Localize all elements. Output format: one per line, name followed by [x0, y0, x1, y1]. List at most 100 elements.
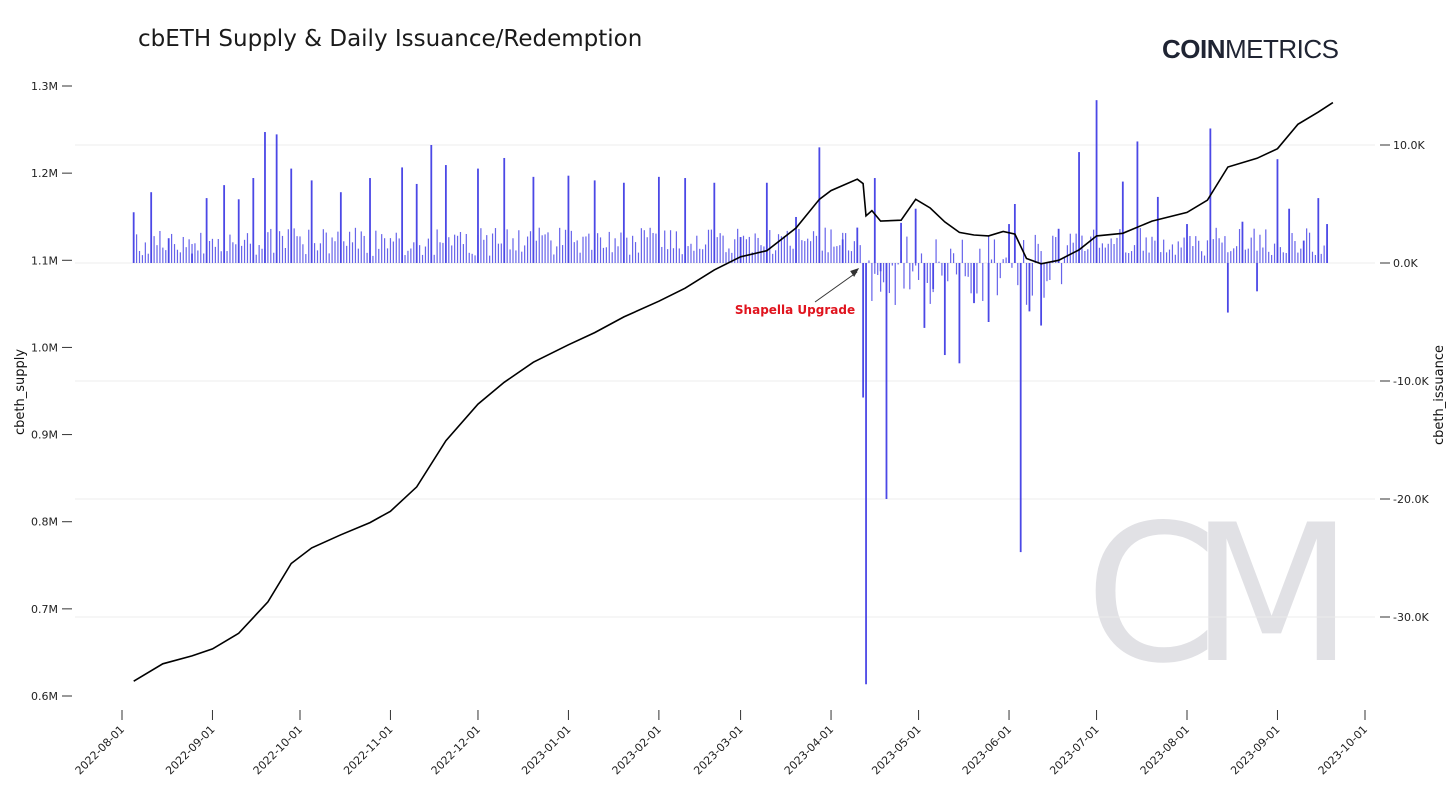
issuance-bar-daily [1218, 238, 1220, 263]
issuance-bar-daily [713, 229, 715, 263]
brand-logo: COINMETRICS [1162, 34, 1339, 65]
issuance-bar-daily [672, 248, 675, 263]
issuance-bar-daily [880, 263, 882, 292]
issuance-bar-daily [296, 236, 298, 263]
issuance-bar-daily [238, 239, 240, 263]
issuance-bar-daily [847, 250, 850, 263]
issuance-bar-daily [1291, 233, 1293, 263]
issuance-bar [275, 134, 278, 263]
issuance-bar-daily [194, 243, 196, 263]
issuance-bar [593, 180, 596, 263]
issuance-bar-daily [704, 244, 707, 263]
issuance-bar-daily [1049, 263, 1051, 280]
issuance-bar-daily [833, 246, 835, 263]
issuance-bar-daily [667, 249, 669, 263]
issuance-bar-daily [836, 246, 838, 263]
issuance-bar-daily [982, 263, 984, 301]
issuance-bar-daily [214, 246, 216, 263]
issuance-bar [1095, 100, 1098, 263]
issuance-bar-daily [1311, 251, 1314, 263]
issuance-bar [310, 180, 313, 263]
issuance-bar-daily [915, 263, 917, 266]
issuance-bar-daily [369, 238, 371, 263]
issuance-bar-daily [1247, 248, 1249, 263]
issuance-bar [765, 182, 768, 263]
issuance-bar-daily [241, 245, 243, 263]
issuance-bar-daily [903, 263, 905, 289]
issuance-bar-daily [252, 233, 254, 263]
issuance-bar-daily [620, 232, 622, 263]
issuance-bar-daily [643, 230, 645, 263]
annotation-arrow-line [814, 271, 858, 303]
issuance-bar-daily [200, 232, 202, 263]
issuance-bar [1317, 198, 1320, 263]
issuance-bar-daily [395, 232, 397, 263]
issuance-bar-daily [524, 245, 526, 263]
issuance-bar-daily [856, 244, 858, 263]
y-left-tick-label: 0.6M [31, 690, 58, 703]
issuance-bar [622, 182, 625, 263]
issuance-bar-daily [147, 253, 149, 263]
issuance-bar-daily [483, 239, 485, 263]
x-tick-label: 2022-12-01 [429, 723, 483, 777]
issuance-bar-daily [839, 245, 841, 263]
issuance-bar-daily [579, 252, 581, 263]
issuance-bar-daily [591, 249, 593, 263]
issuance-bar-daily [1300, 248, 1302, 263]
issuance-bar-daily [302, 244, 304, 263]
issuance-bar-daily [652, 232, 654, 263]
issuance-bar-daily [421, 254, 424, 263]
issuance-bar-daily [273, 252, 275, 263]
issuance-bar-daily [1276, 241, 1279, 263]
issuance-bar-daily [699, 248, 701, 263]
issuance-bar-daily [777, 234, 780, 263]
issuance-bar-daily [1145, 237, 1147, 263]
issuance-bar-daily [842, 232, 844, 263]
issuance-bar-daily [372, 255, 374, 263]
issuance-bar-daily [894, 263, 896, 305]
issuance-bar [1028, 263, 1031, 312]
issuance-bar-daily [1163, 239, 1165, 263]
issuance-bar-daily [1282, 252, 1284, 263]
issuance-bar [532, 176, 535, 263]
issuance-bar-daily [1268, 251, 1270, 263]
issuance-bar-daily [1037, 243, 1039, 263]
issuance-bar-daily [1233, 248, 1235, 263]
y-left-tick-label: 1.2M [31, 167, 58, 180]
issuance-bar-daily [690, 243, 692, 263]
issuance-bar-daily [243, 239, 246, 263]
issuance-bar-daily [1294, 241, 1296, 263]
issuance-bar-daily [500, 243, 502, 263]
issuance-bar [167, 238, 170, 263]
issuance-bar [415, 183, 418, 263]
issuance-bar-daily [290, 233, 292, 263]
issuance-bar-daily [792, 248, 794, 263]
issuance-bar-daily [1081, 235, 1083, 263]
issuance-bar-daily [168, 250, 170, 263]
y-right-tick-label: 10.0K [1393, 139, 1425, 152]
issuance-bar-daily [176, 249, 179, 263]
issuance-bar-daily [1028, 263, 1031, 269]
issuance-bar-daily [1151, 236, 1153, 263]
issuance-bar [900, 222, 902, 263]
issuance-bar-daily [436, 229, 438, 263]
issuance-bar-daily [1093, 229, 1095, 263]
issuance-bar-daily [337, 231, 339, 263]
issuance-bar-daily [821, 250, 823, 263]
issuance-bar-daily [748, 236, 750, 263]
issuance-bar [914, 208, 917, 263]
issuance-bar-daily [235, 244, 237, 263]
issuance-bar-daily [331, 237, 333, 263]
issuance-bar-daily [416, 244, 418, 263]
annotation-arrow-head [850, 268, 860, 277]
issuance-bar-daily [538, 227, 540, 263]
issuance-bar-daily [144, 242, 146, 263]
y-right-axis-label: cbeth_issuance [1432, 345, 1447, 445]
issuance-bar [885, 263, 888, 499]
issuance-bar-daily [156, 245, 158, 263]
issuance-bar-daily [135, 234, 138, 263]
issuance-bar [205, 198, 208, 263]
issuance-bar-daily [614, 238, 616, 263]
issuance-bar-daily [1084, 250, 1086, 263]
issuance-bar-daily [246, 233, 249, 263]
